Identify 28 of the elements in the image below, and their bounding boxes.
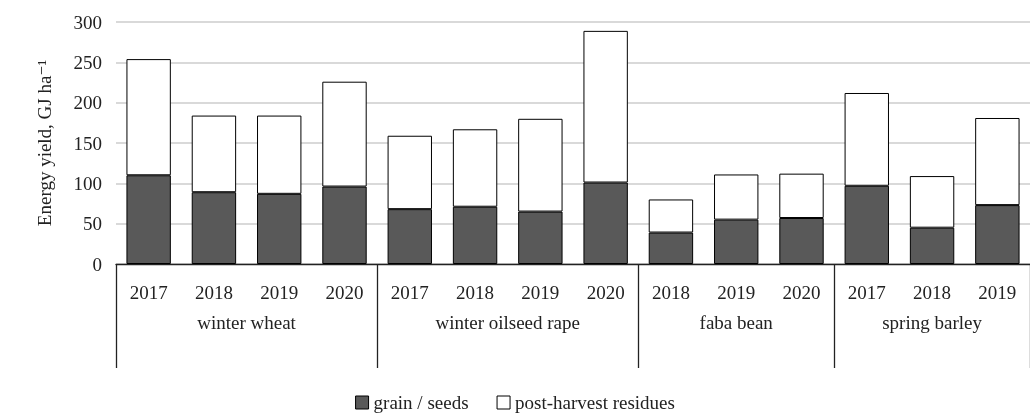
y-axis-title: Energy yield, GJ ha⁻¹ <box>34 59 55 227</box>
x-tick-label: 2018 <box>456 282 495 303</box>
y-tick-label: 200 <box>73 92 102 114</box>
text: faba bean <box>699 311 774 333</box>
x-tick-label: 2017 <box>129 282 168 303</box>
x-tick-label: 2019 <box>978 282 1017 303</box>
x-tick-label: 2020 <box>782 282 821 303</box>
x-tick-label: 2017 <box>390 282 429 303</box>
x-tick-label: 2020 <box>586 282 625 303</box>
x-tick-label: 2018 <box>194 282 233 303</box>
y-tick-label: 250 <box>73 51 102 73</box>
y-tick-label: 100 <box>73 172 102 194</box>
text: winter wheat <box>197 311 297 333</box>
text: winter oilseed rape <box>435 311 580 333</box>
text: spring barley <box>882 311 983 333</box>
y-tick-label: 300 <box>73 11 102 33</box>
x-tick-label: 2019 <box>717 282 756 303</box>
x-tick-label: 2018 <box>913 282 952 303</box>
x-tick-label: 2019 <box>521 282 560 303</box>
y-tick-label: 150 <box>73 132 102 154</box>
x-tick-label: 2019 <box>260 282 299 303</box>
x-tick-label: 2018 <box>651 282 690 303</box>
y-tick-label: 50 <box>83 213 102 235</box>
x-tick-label: 2020 <box>325 282 364 303</box>
x-tick-label: 2017 <box>847 282 886 303</box>
legend-label: post-harvest residues <box>515 392 675 413</box>
y-tick-label: 0 <box>92 253 102 275</box>
legend-label: grain / seeds <box>373 392 469 413</box>
